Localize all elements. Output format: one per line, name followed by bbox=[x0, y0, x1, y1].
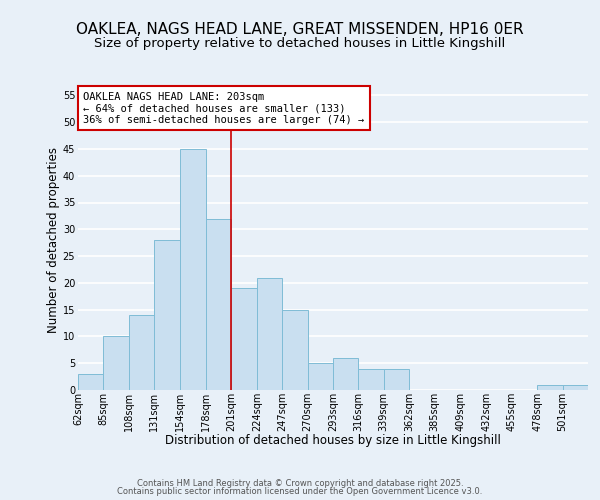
Bar bbox=[206, 218, 232, 390]
Bar bbox=[103, 336, 129, 390]
Bar bbox=[232, 288, 257, 390]
Bar bbox=[358, 368, 384, 390]
Bar bbox=[333, 358, 358, 390]
Y-axis label: Number of detached properties: Number of detached properties bbox=[47, 147, 60, 333]
Bar bbox=[129, 315, 154, 390]
Bar bbox=[78, 374, 103, 390]
Bar bbox=[257, 278, 282, 390]
Bar bbox=[308, 363, 333, 390]
X-axis label: Distribution of detached houses by size in Little Kingshill: Distribution of detached houses by size … bbox=[165, 434, 501, 446]
Text: OAKLEA, NAGS HEAD LANE, GREAT MISSENDEN, HP16 0ER: OAKLEA, NAGS HEAD LANE, GREAT MISSENDEN,… bbox=[76, 22, 524, 38]
Bar bbox=[179, 149, 206, 390]
Text: Contains HM Land Registry data © Crown copyright and database right 2025.: Contains HM Land Registry data © Crown c… bbox=[137, 478, 463, 488]
Bar bbox=[563, 384, 588, 390]
Text: OAKLEA NAGS HEAD LANE: 203sqm
← 64% of detached houses are smaller (133)
36% of : OAKLEA NAGS HEAD LANE: 203sqm ← 64% of d… bbox=[83, 92, 364, 124]
Bar bbox=[384, 368, 409, 390]
Text: Contains public sector information licensed under the Open Government Licence v3: Contains public sector information licen… bbox=[118, 487, 482, 496]
Bar bbox=[282, 310, 308, 390]
Bar bbox=[537, 384, 563, 390]
Bar bbox=[154, 240, 179, 390]
Text: Size of property relative to detached houses in Little Kingshill: Size of property relative to detached ho… bbox=[94, 38, 506, 51]
